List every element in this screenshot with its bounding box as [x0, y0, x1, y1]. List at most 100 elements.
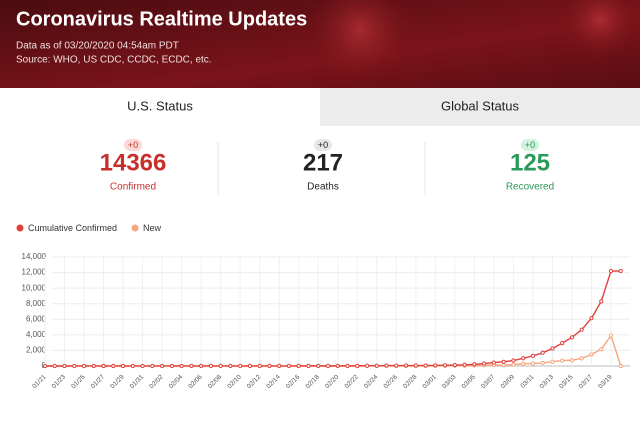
- data-point: [247, 363, 253, 368]
- data-point: [560, 340, 565, 346]
- x-tick-label: 02/24: [363, 373, 380, 390]
- legend-label: New: [143, 223, 162, 233]
- data-point: [286, 363, 292, 368]
- data-point: [452, 362, 457, 368]
- virus-decoration: [560, 0, 640, 60]
- chart: Cumulative ConfirmedNew02,0004,0006,0008…: [16, 223, 630, 390]
- data-point: [111, 363, 116, 369]
- data-point: [179, 363, 184, 369]
- data-point: [42, 363, 48, 369]
- stat-label: Deaths: [307, 182, 339, 193]
- change-badge: [314, 139, 332, 151]
- tab-label[interactable]: U.S. Status: [127, 98, 193, 113]
- y-tick-label: 10,000: [22, 283, 47, 292]
- x-tick-label: 01/29: [109, 373, 126, 390]
- data-point: [521, 356, 526, 361]
- change-text: +0: [318, 140, 328, 150]
- data-point: [150, 363, 155, 369]
- data-point: [608, 333, 614, 338]
- x-tick-label: 02/14: [265, 373, 282, 390]
- x-tick-label: 02/22: [343, 373, 360, 390]
- data-point: [540, 360, 545, 366]
- x-tick-label: 03/09: [500, 373, 517, 390]
- data-point: [169, 363, 174, 369]
- data-point: [482, 361, 487, 366]
- x-tick-label: 03/11: [519, 373, 535, 389]
- data-point: [384, 363, 389, 368]
- x-tick-label: 02/20: [324, 373, 341, 390]
- stat-label: Confirmed: [110, 182, 156, 193]
- y-tick-label: 14,000: [22, 252, 47, 261]
- data-point: [335, 363, 340, 368]
- change-text: +0: [128, 140, 138, 150]
- y-tick-label: 6,000: [26, 314, 47, 323]
- data-point: [277, 363, 282, 368]
- data-point: [560, 358, 565, 363]
- x-tick-label: 03/01: [422, 373, 439, 390]
- tab-label[interactable]: Global Status: [441, 98, 520, 113]
- data-point: [91, 363, 96, 369]
- data-point: [52, 363, 57, 369]
- x-tick-label: 02/06: [187, 373, 204, 390]
- y-tick-label: 4,000: [26, 330, 47, 339]
- data-point: [374, 363, 379, 368]
- data-point: [81, 363, 87, 369]
- x-tick-label: 01/31: [129, 373, 146, 390]
- data-point: [530, 361, 536, 366]
- data-point: [579, 327, 584, 332]
- tab[interactable]: [320, 88, 640, 126]
- data-point: [423, 363, 428, 368]
- x-tick-label: 02/02: [148, 373, 165, 390]
- data-point: [491, 360, 496, 365]
- data-point: [413, 363, 418, 368]
- legend-marker: [131, 224, 139, 232]
- data-point: [120, 363, 126, 369]
- data-point: [208, 363, 213, 369]
- data-point: [550, 359, 555, 364]
- x-tick-label: 01/21: [31, 373, 48, 390]
- data-point: [501, 359, 506, 364]
- change-badge: [124, 139, 142, 151]
- data-point: [589, 316, 594, 321]
- header-updated: Data as of 03/20/2020 04:54am PDT: [16, 41, 179, 52]
- data-point: [238, 363, 243, 368]
- data-point: [608, 268, 614, 274]
- change-text: +0: [525, 140, 535, 150]
- data-point: [550, 346, 555, 351]
- data-point: [618, 268, 623, 274]
- data-point: [511, 358, 516, 363]
- x-tick-label: 02/26: [382, 373, 399, 390]
- x-tick-label: 02/08: [207, 373, 224, 390]
- x-tick-label: 03/19: [597, 373, 614, 390]
- x-tick-label: 02/18: [304, 373, 321, 390]
- tab[interactable]: [0, 88, 320, 126]
- data-point: [599, 299, 604, 304]
- header-title: Coronavirus Realtime Updates: [16, 8, 307, 30]
- data-point: [140, 363, 145, 369]
- data-point: [355, 363, 360, 368]
- x-tick-label: 03/07: [480, 373, 497, 390]
- x-tick-label: 02/16: [285, 373, 302, 390]
- legend-marker: [16, 224, 24, 232]
- legend-label: Cumulative Confirmed: [28, 223, 117, 233]
- data-point: [579, 356, 584, 361]
- x-tick-label: 03/03: [441, 373, 458, 390]
- x-tick-label: 03/17: [578, 373, 595, 390]
- change-badge: [521, 139, 539, 151]
- data-point: [199, 363, 204, 369]
- data-point: [599, 347, 604, 352]
- data-point: [618, 363, 623, 369]
- data-point: [62, 363, 67, 369]
- x-tick-label: 02/12: [246, 373, 263, 390]
- data-point: [296, 363, 301, 368]
- data-point: [130, 363, 135, 369]
- x-tick-label: 01/25: [70, 373, 87, 390]
- data-point: [511, 362, 516, 367]
- header: Coronavirus Realtime Updates Data as of …: [0, 0, 640, 88]
- data-point: [589, 352, 594, 357]
- stat-value: 14366: [100, 149, 167, 176]
- data-point: [433, 363, 438, 368]
- stats: +014366Confirmed+0217Deaths+0125Recovere…: [100, 139, 554, 195]
- x-tick-label: 02/28: [402, 373, 419, 390]
